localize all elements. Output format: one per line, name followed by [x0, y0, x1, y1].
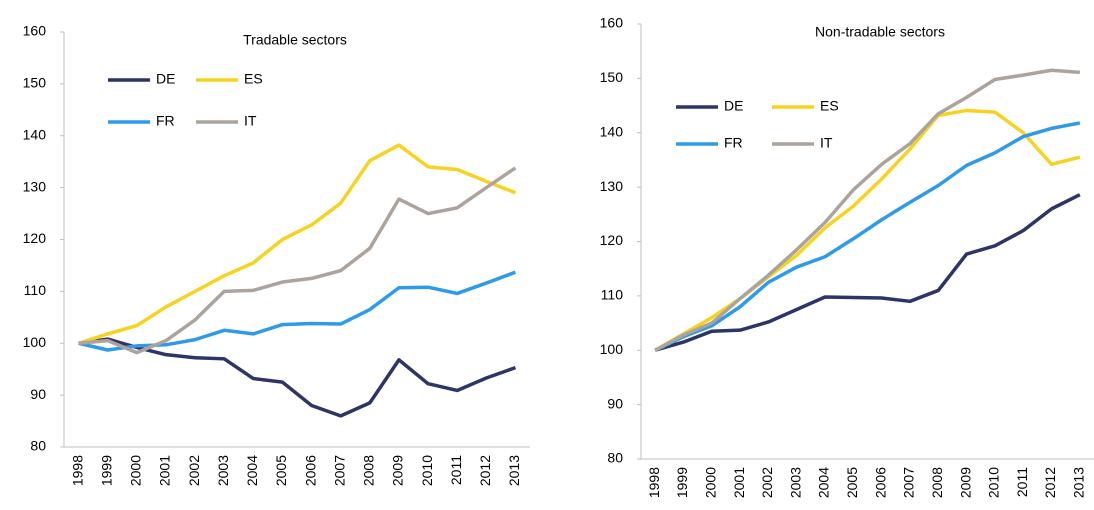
y-tick-label: 120: [23, 230, 47, 246]
y-tick-label: 110: [24, 282, 47, 298]
data-line: [78, 166, 517, 355]
legend-label: IT: [244, 113, 257, 129]
data-line: [654, 108, 1081, 352]
y-tick-label: 160: [600, 15, 624, 31]
x-tick-label: 2008: [929, 467, 945, 498]
y-tick-label: 140: [600, 123, 624, 139]
chart-title: Tradable sectors: [243, 32, 347, 48]
x-tick-label: 2000: [128, 455, 144, 486]
x-tick-label: 2011: [448, 455, 464, 485]
legend-label: FR: [724, 135, 743, 151]
y-tick-label: 130: [23, 178, 47, 194]
y-tick-label: 130: [600, 178, 624, 194]
y-tick-label: 100: [23, 334, 47, 350]
y-tick-label: 90: [30, 386, 46, 402]
x-tick-label: 2006: [872, 467, 888, 498]
legend-label: DE: [724, 98, 743, 114]
legend-label: ES: [244, 71, 263, 87]
x-tick-label: 2005: [844, 467, 860, 498]
y-tick-label: 140: [23, 126, 47, 142]
legend-label: IT: [820, 135, 833, 151]
x-tick-label: 1998: [646, 467, 662, 498]
x-tick-label: 2011: [1014, 467, 1030, 497]
y-tick-label: 110: [601, 287, 624, 303]
x-tick-label: 2001: [157, 455, 173, 486]
x-tick-label: 2010: [419, 455, 435, 486]
y-tick-label: 120: [600, 232, 624, 248]
x-tick-label: 2003: [787, 467, 803, 498]
data-line: [78, 270, 517, 352]
x-tick-label: 2005: [273, 455, 289, 486]
x-tick-label: 2013: [506, 455, 522, 486]
y-tick-label: 100: [600, 341, 624, 357]
x-tick-label: 2010: [986, 467, 1002, 498]
data-line: [654, 68, 1080, 352]
x-tick-label: 1999: [98, 455, 114, 486]
data-line: [654, 121, 1081, 352]
x-tick-label: 2001: [731, 467, 747, 498]
x-tick-label: 2012: [477, 455, 493, 486]
x-tick-label: 2009: [390, 455, 406, 486]
data-line: [78, 337, 517, 418]
x-tick-label: 2007: [901, 467, 917, 498]
x-tick-label: 2008: [361, 455, 377, 486]
y-tick-label: 80: [607, 450, 623, 466]
y-tick-label: 90: [607, 395, 623, 411]
y-tick-label: 150: [600, 69, 624, 85]
data-line: [654, 193, 1081, 352]
legend-label: ES: [820, 98, 839, 114]
x-tick-label: 1999: [674, 467, 690, 498]
y-tick-label: 160: [23, 23, 47, 39]
y-tick-label: 150: [23, 75, 47, 91]
x-tick-label: 2002: [759, 467, 775, 498]
x-tick-label: 2000: [702, 467, 718, 498]
x-tick-label: 2006: [302, 455, 318, 486]
x-tick-label: 2007: [331, 455, 347, 486]
x-tick-label: 1998: [69, 455, 85, 486]
chart-title: Non-tradable sectors: [815, 24, 945, 40]
x-tick-label: 2004: [816, 467, 832, 498]
legend-label: FR: [156, 113, 175, 129]
x-tick-label: 2004: [244, 455, 260, 486]
y-tick-label: 80: [30, 438, 46, 454]
x-tick-label: 2009: [957, 467, 973, 498]
x-tick-label: 2002: [186, 455, 202, 486]
x-tick-label: 2012: [1042, 467, 1058, 498]
x-tick-label: 2003: [215, 455, 231, 486]
legend-label: DE: [156, 71, 175, 87]
x-tick-label: 2013: [1071, 467, 1087, 498]
data-line: [78, 143, 517, 345]
